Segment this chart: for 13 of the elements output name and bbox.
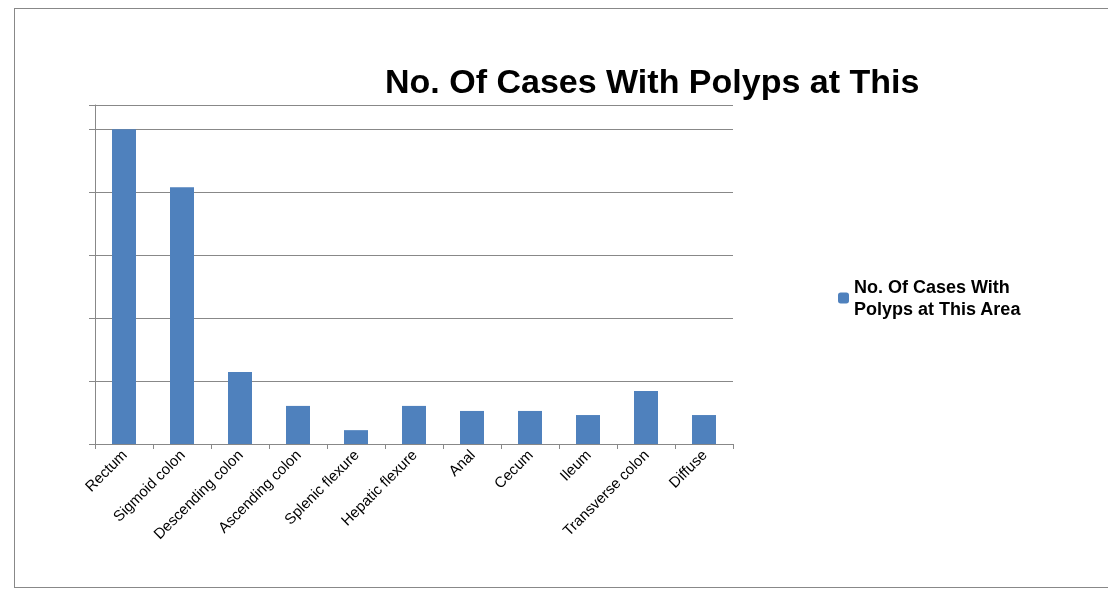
chart-title: No. Of Cases With Polyps at This <box>385 62 920 100</box>
legend-label: No. Of Cases With Polyps at This Area <box>854 277 1022 319</box>
bar <box>692 415 716 444</box>
bar <box>170 187 194 444</box>
bar <box>634 391 658 444</box>
bar <box>228 371 252 444</box>
bar <box>460 410 484 444</box>
bar <box>344 430 368 444</box>
bar <box>402 405 426 444</box>
bar <box>286 405 310 444</box>
bar <box>112 129 136 444</box>
bar <box>576 415 600 444</box>
bar <box>518 410 542 444</box>
